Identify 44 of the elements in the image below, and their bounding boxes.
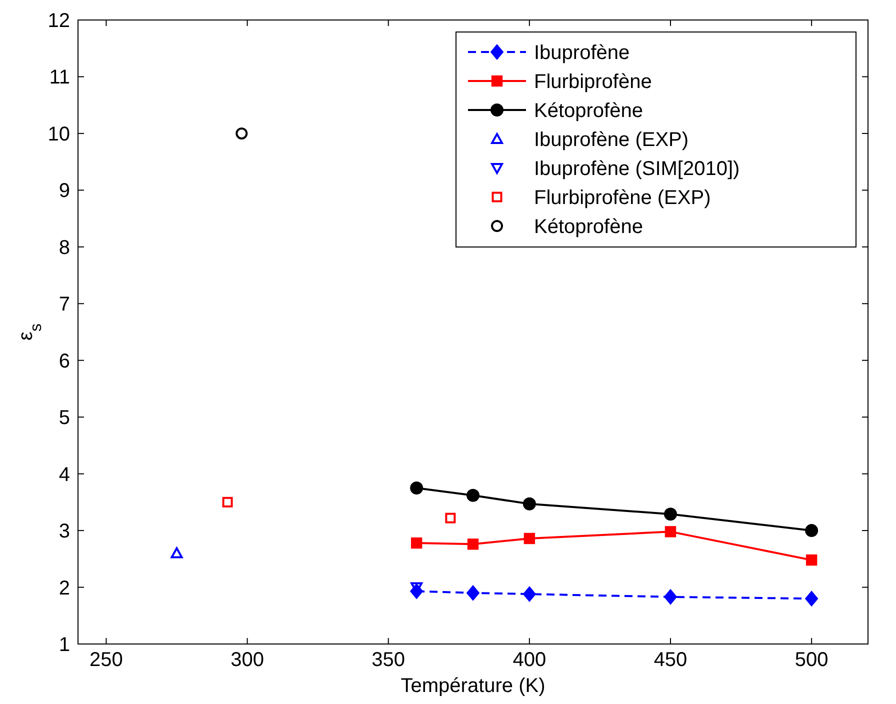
y-tick-label: 12 (48, 10, 70, 32)
legend-label: Flurbiprofène (534, 71, 652, 93)
x-tick-label: 350 (372, 649, 406, 671)
legend-label: Ibuprofène (EXP) (534, 129, 689, 151)
point (445, 512, 456, 524)
x-tick-label: 300 (230, 649, 264, 671)
x-tick-label: 400 (512, 649, 546, 671)
y-tick-label: 2 (58, 577, 70, 600)
point (466, 585, 480, 601)
y-tick-label: 8 (58, 236, 70, 259)
point (806, 554, 818, 566)
legend-label: Ibuprofène (SIM[2010]) (534, 158, 740, 180)
legend-label: Ibuprofène (534, 42, 630, 64)
point (664, 526, 676, 538)
point (410, 537, 422, 549)
point (467, 538, 479, 550)
point (805, 590, 818, 606)
legend-label: Kétoprofène (534, 216, 643, 238)
point (805, 524, 818, 538)
x-tick-label: 250 (90, 649, 123, 671)
point (664, 589, 677, 605)
legend-label: Flurbiprofène (EXP) (534, 187, 711, 209)
point (222, 496, 233, 508)
y-tick-label: 7 (58, 294, 70, 316)
y-tick-label: 5 (58, 407, 70, 430)
point (466, 488, 480, 502)
y-tick-label: 10 (48, 123, 70, 146)
x-tick-label: 500 (794, 649, 828, 671)
legend-label: Kétoprofène (534, 100, 643, 122)
x-tick-label: 450 (654, 649, 688, 671)
point (236, 127, 248, 140)
y-tick-label: 1 (58, 634, 70, 656)
y-tick-label: 6 (58, 350, 70, 372)
point (664, 508, 677, 521)
y-tick-label: 4 (58, 464, 70, 486)
y-tick-label: 11 (49, 66, 70, 89)
point (170, 547, 183, 558)
x-axis-title: Température (K) (400, 675, 546, 697)
y-tick-label: 9 (58, 180, 70, 202)
point (522, 497, 536, 510)
y-tick-label: 3 (58, 520, 70, 543)
point (522, 586, 536, 602)
point (410, 482, 424, 494)
point (524, 532, 536, 544)
